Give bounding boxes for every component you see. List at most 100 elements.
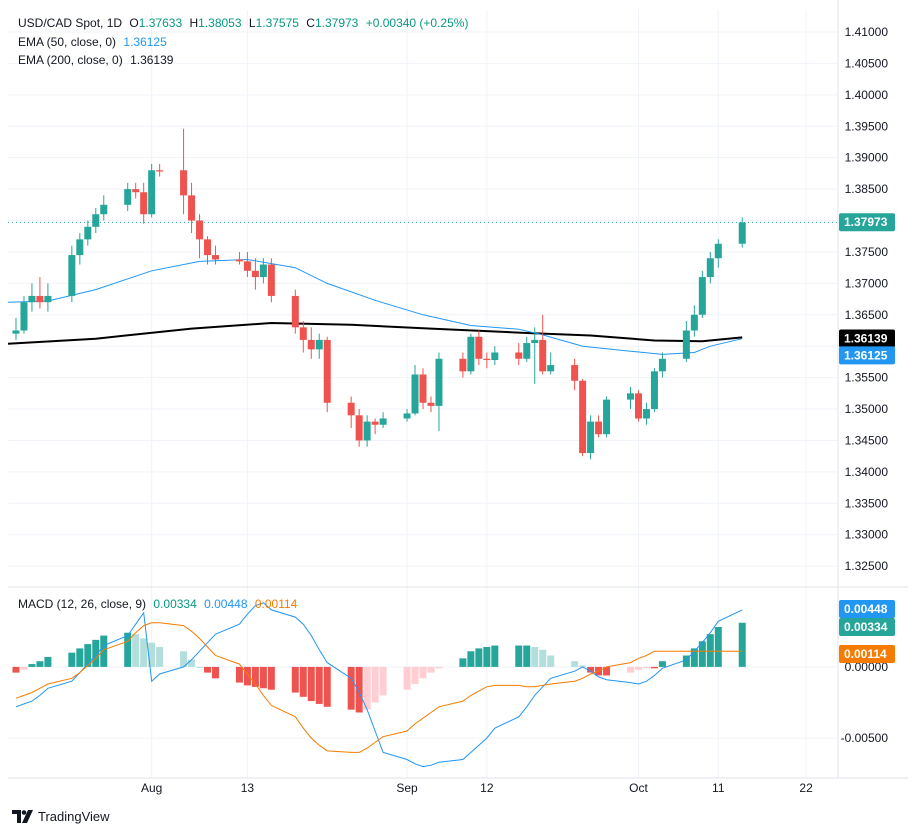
change-value: +0.00340 (+0.25%) xyxy=(365,16,469,30)
y-tick-label: 1.34000 xyxy=(845,465,889,479)
macd-histogram-bar xyxy=(156,646,164,667)
macd-histogram-bar xyxy=(427,666,435,673)
macd-line xyxy=(15,602,743,768)
macd-histogram-bar xyxy=(515,645,523,667)
macd-histogram-bar xyxy=(251,666,259,687)
y-tick-label: 1.32500 xyxy=(845,559,889,573)
ema50-badge-bg xyxy=(839,346,895,365)
macd-histogram-bar xyxy=(571,661,579,667)
macd-hist-badge: 0.00334 xyxy=(844,620,888,634)
ema200-value: 1.36139 xyxy=(130,53,174,67)
macd-histogram-bar xyxy=(259,666,267,689)
macd-histogram-bar xyxy=(124,632,132,667)
candle-body xyxy=(20,302,28,331)
ema50-line-group xyxy=(7,258,743,355)
candle-body xyxy=(156,170,164,172)
high-label: H xyxy=(189,16,199,30)
candle-body xyxy=(76,239,84,256)
candle-body xyxy=(491,352,499,361)
low-label: L xyxy=(248,16,256,30)
y-tick-label: 1.33000 xyxy=(845,528,889,542)
macd-histogram-bar xyxy=(603,666,611,676)
ohlc-close: C1.37973 xyxy=(306,16,358,30)
candle-body xyxy=(714,243,722,259)
macd-group xyxy=(12,602,746,768)
candle-body xyxy=(363,421,371,441)
candle-body xyxy=(84,226,92,240)
candle-body xyxy=(267,264,275,296)
candle-body xyxy=(196,220,204,240)
tradingview-footer[interactable]: TradingView xyxy=(12,809,110,824)
macd-histogram-bar xyxy=(315,666,323,704)
candle-body xyxy=(539,339,547,372)
y-tick-label: 1.36500 xyxy=(845,308,889,322)
macd-histogram-bar xyxy=(491,645,499,667)
x-tick-label: 22 xyxy=(799,781,813,795)
candle-body xyxy=(658,358,666,372)
macd-histogram-bar xyxy=(634,666,642,670)
candle-body xyxy=(12,330,20,334)
candle-body xyxy=(531,339,539,344)
candle-body xyxy=(738,222,746,244)
candle-body xyxy=(315,339,323,350)
candle-body xyxy=(411,374,419,414)
macd-histogram-bar xyxy=(76,648,84,667)
ema50-badge: 1.36125 xyxy=(844,348,888,362)
close-value: 1.37973 xyxy=(314,16,359,30)
candle-body xyxy=(188,195,196,221)
y-tick-label: 1.35500 xyxy=(845,371,889,385)
candle-body xyxy=(259,264,267,278)
macd-histogram-bar xyxy=(212,666,219,679)
tradingview-brand: TradingView xyxy=(38,809,110,824)
macd-histogram-bar xyxy=(714,627,722,667)
macd-histogram-bar xyxy=(467,651,475,667)
macd-hist-badge-bg xyxy=(839,618,895,636)
ema200-label: EMA (200, close, 0) xyxy=(18,53,123,67)
ema200-line xyxy=(7,321,743,345)
y-tick-label: 1.34500 xyxy=(845,433,889,447)
ohlc-legend: USD/CAD Spot, 1D O1.37633 H1.38053 L1.37… xyxy=(18,16,472,30)
ema50-label: EMA (50, close, 0) xyxy=(18,35,117,49)
y-tick-label: 1.35000 xyxy=(845,402,889,416)
open-label: O xyxy=(129,16,139,30)
macd-histogram-bar xyxy=(403,666,411,690)
macd-histogram-bar xyxy=(235,666,243,683)
macd-line-badge-bg xyxy=(839,600,895,618)
macd-histogram-bar xyxy=(483,646,491,667)
x-tick-label: 13 xyxy=(241,781,255,795)
candle-body xyxy=(467,336,475,372)
candle-body xyxy=(92,214,100,227)
x-tick-label: Sep xyxy=(396,781,418,795)
macd-histogram-bar xyxy=(196,666,204,668)
macd-histogram-bar xyxy=(28,664,36,667)
ohlc-open: O1.37633 xyxy=(129,16,182,30)
y-tick-label: 1.38500 xyxy=(845,182,889,196)
ohlc-low: L1.37575 xyxy=(249,16,299,30)
macd-histogram-bar xyxy=(84,644,92,667)
candle-body xyxy=(427,402,435,406)
axes-group: Aug 13 Sep 12 Oct 11 22 1.41000 1.40500 1.40000 1.… xyxy=(8,0,908,795)
candle-body xyxy=(642,409,650,419)
macd-histogram-bar xyxy=(291,666,299,693)
macd-histogram-bar xyxy=(307,666,315,702)
y-tick-label: 1.37000 xyxy=(845,276,889,290)
candle-body xyxy=(68,255,76,296)
macd-histogram-bar xyxy=(243,666,251,686)
macd-histogram-bar xyxy=(475,648,483,667)
macd-signal-legend-value: 0.00114 xyxy=(254,597,298,611)
macd-histogram-bar xyxy=(132,634,140,667)
macd-histogram-bar xyxy=(92,639,100,667)
macd-histogram-bar xyxy=(148,642,156,667)
macd-histogram-bar xyxy=(188,659,196,667)
candle-body xyxy=(634,393,642,419)
candle-body xyxy=(307,339,315,350)
open-value: 1.37633 xyxy=(138,16,183,30)
candle-body xyxy=(371,421,379,425)
candle-body xyxy=(587,421,595,454)
candle-body xyxy=(379,418,387,425)
candle-body xyxy=(291,295,299,328)
badges-group: 1.37973 1.36139 1.36125 0.00448 0.00334 0.001… xyxy=(839,213,895,663)
macd-histogram-bar xyxy=(435,666,443,669)
candle-body xyxy=(459,358,467,372)
